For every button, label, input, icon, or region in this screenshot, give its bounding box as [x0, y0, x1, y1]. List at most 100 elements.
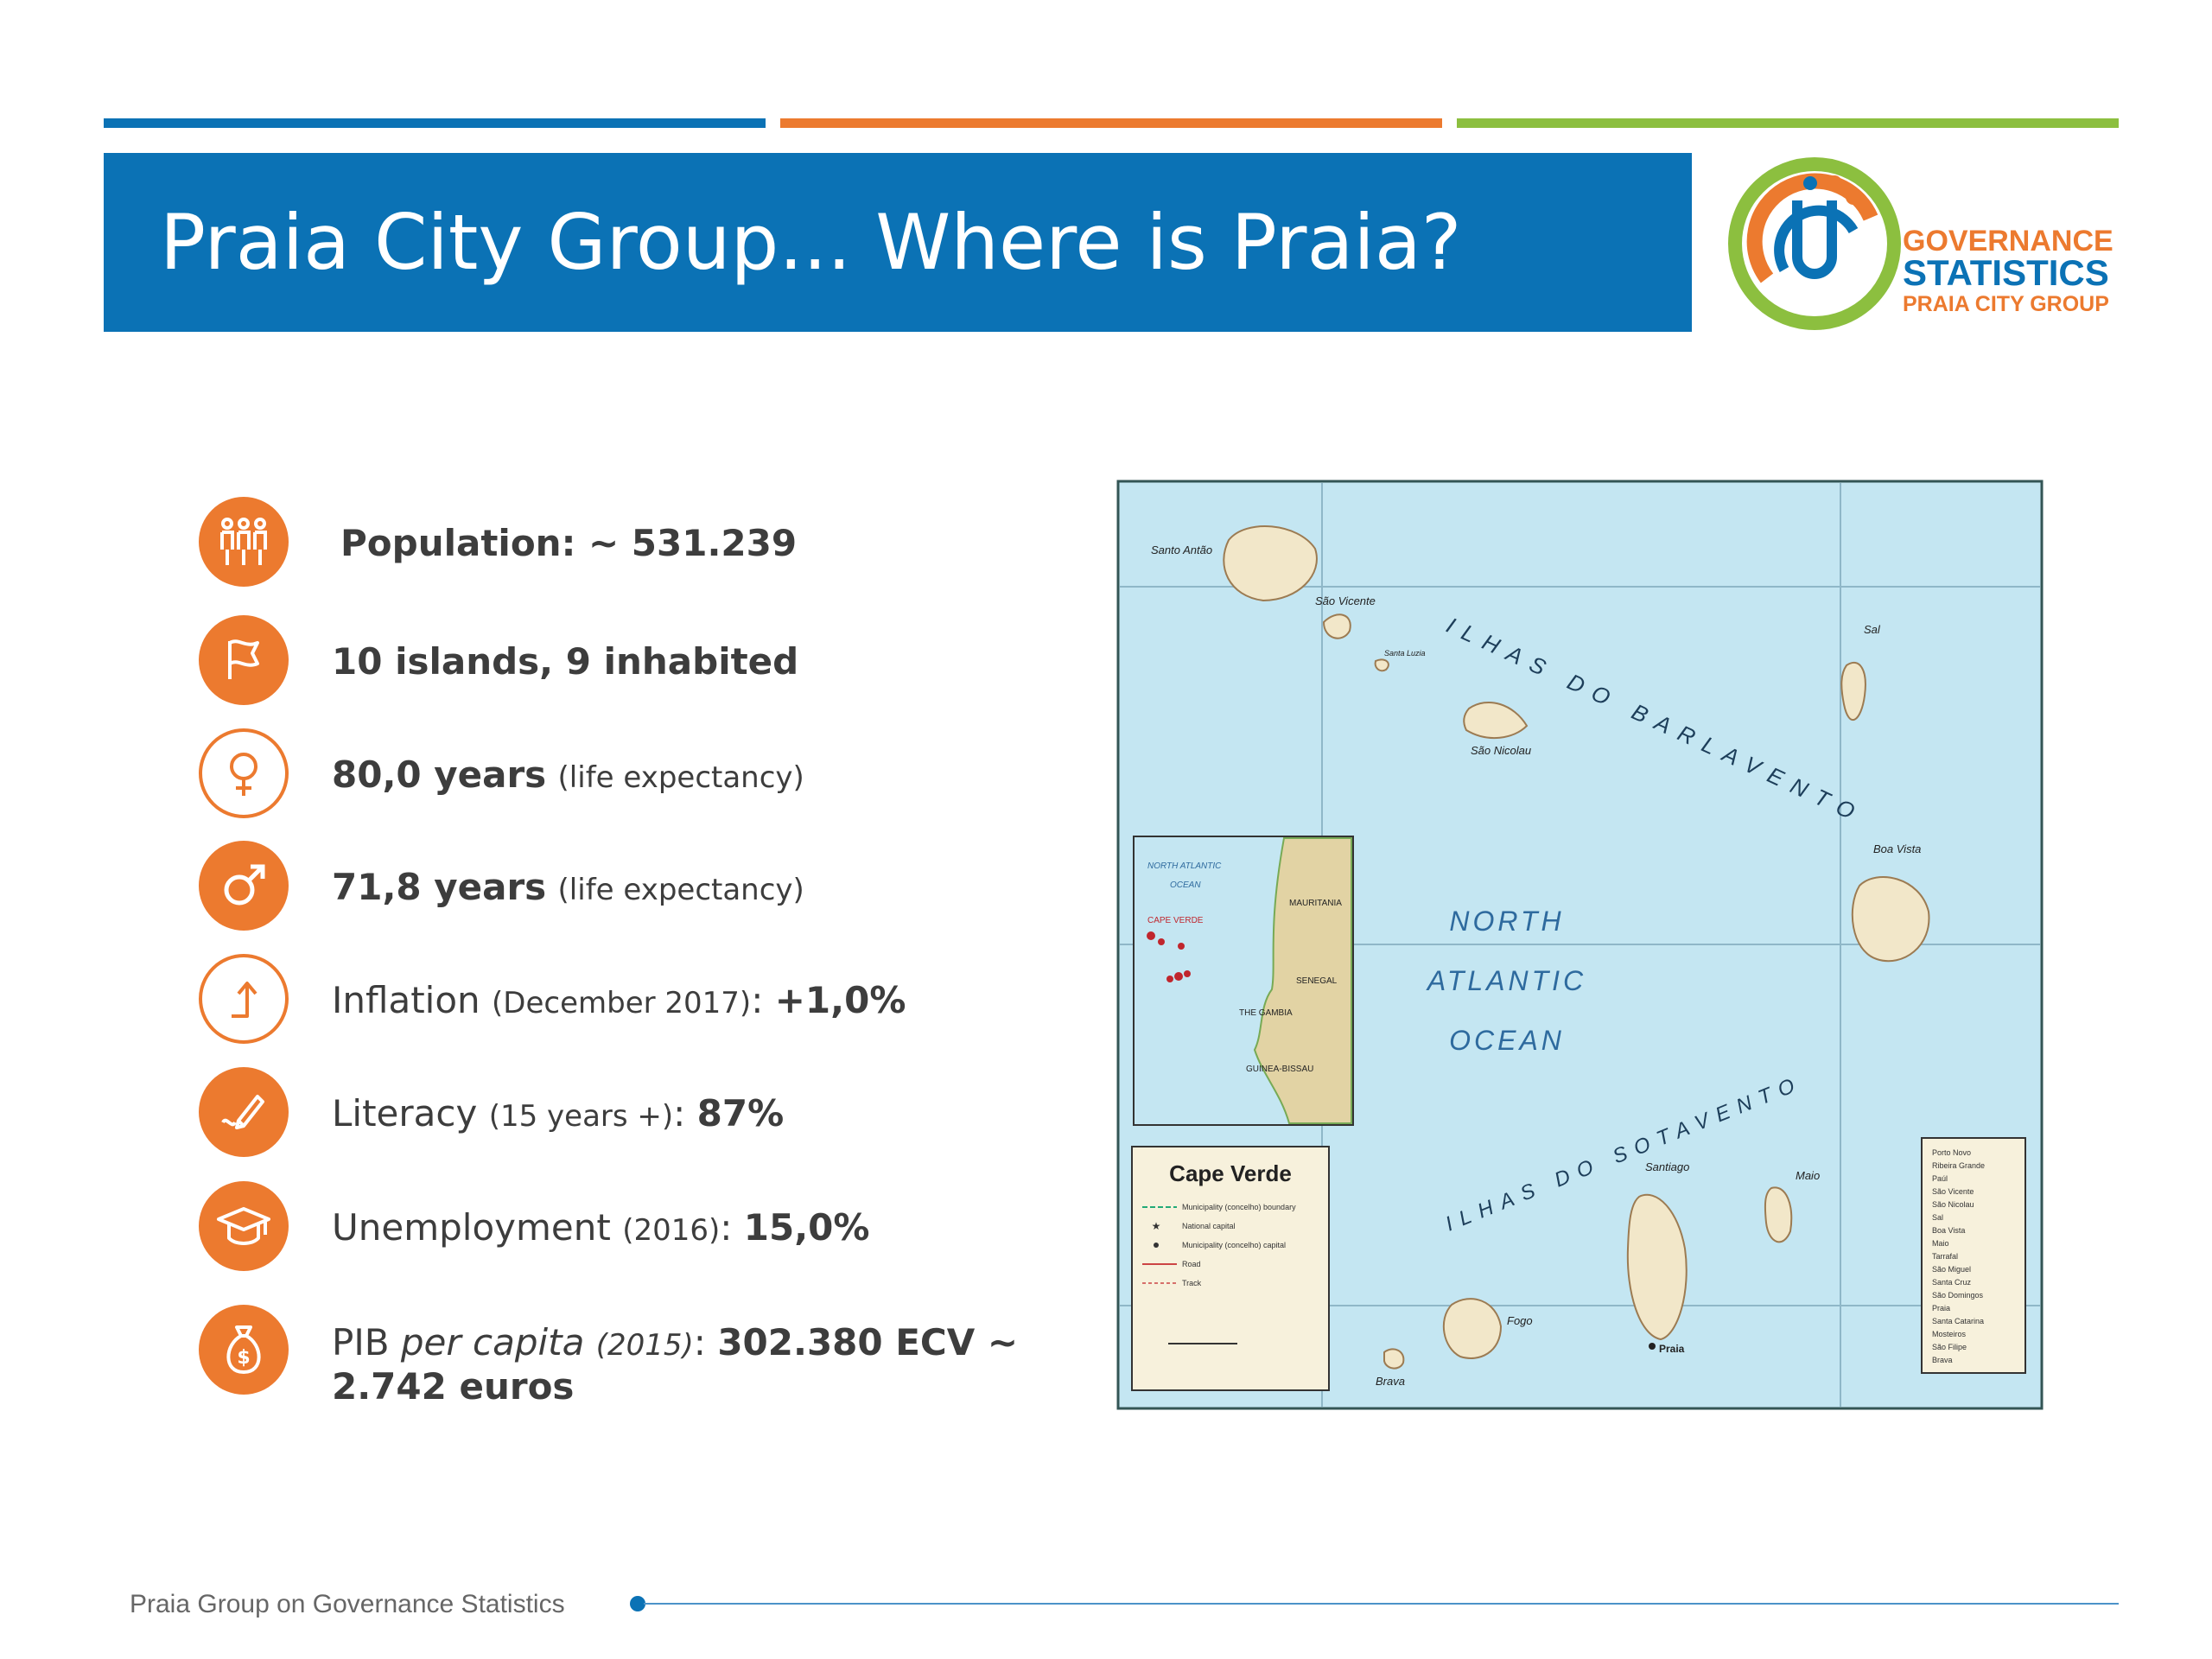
map-legend: Cape Verde Municipality (concelho) bound… [1131, 1146, 1330, 1391]
logo-line-3: PRAIA CITY GROUP [1903, 292, 2109, 316]
svg-text:$: $ [237, 1347, 250, 1369]
pen-icon [199, 1067, 289, 1157]
municipality-10: São Miguel [1932, 1265, 1971, 1274]
female-icon [199, 728, 289, 818]
stat-note: (December 2017) [492, 986, 752, 1020]
municipality-6: Sal [1932, 1213, 1943, 1222]
map-label-boa-vista: Boa Vista [1873, 842, 1921, 855]
footer-text: Praia Group on Governance Statistics [130, 1590, 565, 1618]
inset-country-mauritania: MAURITANIA [1289, 899, 1342, 908]
stat-value: 15,0% [743, 1206, 870, 1249]
stat-note: (life expectancy) [557, 760, 804, 795]
cape-verde-map: Santo Antão São Vicente Santa Luzia São … [1116, 480, 2044, 1410]
stat-text: Inflation (December 2017): +1,0% [332, 980, 906, 1024]
stat-value: 302.380 ECV ~ [717, 1321, 1019, 1363]
map-ocean-line-2: ATLANTIC [1426, 965, 1586, 996]
municipality-15: Mosteiros [1932, 1330, 1967, 1338]
map-label-santa-luzia: Santa Luzia [1384, 649, 1426, 658]
stat-text: Literacy (15 years +): 87% [332, 1093, 784, 1137]
flag-icon [199, 615, 289, 705]
island-boa-vista [1851, 876, 1930, 963]
stat-gdp-per-capita: $ PIB per capita (2015): 302.380 ECV ~ 2… [199, 1305, 1063, 1426]
stat-value: +1,0% [774, 979, 906, 1021]
stat-value: 10 islands, 9 inhabited [332, 640, 799, 683]
island-fogo [1443, 1298, 1503, 1359]
legend-title: Cape Verde [1169, 1160, 1292, 1186]
map-label-sao-nicolau: São Nicolau [1471, 744, 1531, 757]
island-santo-antao [1223, 525, 1318, 602]
top-accent-bar-orange [780, 118, 1442, 128]
map-label-maio: Maio [1796, 1169, 1820, 1182]
map-inset: NORTH ATLANTIC OCEAN MAURITANIA SENEGAL … [1133, 836, 1354, 1126]
municipality-1: Porto Novo [1932, 1148, 1971, 1157]
inset-country-guinea-bissau: GUINEA-BISSAU [1246, 1065, 1313, 1074]
stat-text: 80,0 years (life expectancy) [332, 754, 804, 798]
stat-text: 71,8 years (life expectancy) [332, 867, 804, 911]
title-banner: Praia City Group... Where is Praia? [104, 153, 1692, 332]
municipality-5: São Nicolau [1932, 1200, 1974, 1209]
stat-label: Literacy [332, 1092, 478, 1135]
inflation-arrow-icon [199, 954, 289, 1044]
legend-item-road: Road [1182, 1260, 1201, 1268]
municipality-list: Porto Novo Ribeira Grande Paúl São Vicen… [1921, 1137, 2026, 1374]
map-label-santiago: Santiago [1645, 1160, 1689, 1173]
map-label-brava: Brava [1376, 1375, 1405, 1388]
stat-note: (15 years +) [488, 1099, 674, 1134]
municipality-8: Maio [1932, 1239, 1949, 1248]
stat-value-2: 2.742 euros [332, 1365, 575, 1408]
map-label-sal: Sal [1864, 623, 1881, 636]
footer-line [644, 1603, 2119, 1605]
stat-separator: : [673, 1092, 686, 1135]
stat-note: (2016) [622, 1213, 721, 1248]
governance-statistics-logo: GOVERNANCE STATISTICS PRAIA CITY GROUP [1724, 149, 2121, 339]
municipality-4: São Vicente [1932, 1187, 1974, 1196]
stat-italic: per capita [400, 1321, 585, 1363]
map-label-santo-antao: Santo Antão [1151, 543, 1212, 556]
logo-mark-icon [1728, 157, 1901, 330]
stat-value: Population: ~ 531.239 [340, 522, 798, 564]
stat-text: Population: ~ 531.239 [340, 523, 797, 564]
logo-line-1: GOVERNANCE [1903, 225, 2113, 257]
stat-male-life-expectancy: 71,8 years (life expectancy) [199, 841, 1063, 936]
island-santiago [1626, 1193, 1688, 1341]
inset-country-senegal: SENEGAL [1296, 976, 1338, 986]
island-brava [1383, 1348, 1405, 1370]
stat-population: Population: ~ 531.239 [199, 497, 1063, 592]
legend-item-boundary: Municipality (concelho) boundary [1182, 1203, 1296, 1211]
stat-islands: 10 islands, 9 inhabited [199, 615, 1063, 710]
municipality-7: Boa Vista [1932, 1226, 1965, 1235]
stat-text: 10 islands, 9 inhabited [332, 641, 798, 683]
male-icon [199, 841, 289, 931]
map-label-sao-vicente: São Vicente [1315, 594, 1376, 607]
map-capital-praia: Praia [1659, 1343, 1685, 1355]
stat-label: Unemployment [332, 1206, 611, 1249]
municipality-13: Praia [1932, 1304, 1950, 1313]
stat-female-life-expectancy: 80,0 years (life expectancy) [199, 728, 1063, 823]
top-accent-bar-blue [104, 118, 766, 128]
stat-unemployment: Unemployment (2016): 15,0% [199, 1181, 1063, 1276]
stat-separator: : [693, 1321, 706, 1363]
island-maio [1764, 1186, 1793, 1243]
stat-text: Unemployment (2016): 15,0% [332, 1207, 870, 1251]
stat-value: 71,8 years [332, 866, 547, 908]
stat-literacy: Literacy (15 years +): 87% [199, 1067, 1063, 1162]
logo-line-2: STATISTICS [1903, 252, 2109, 293]
stat-separator: : [751, 979, 764, 1021]
footer-dot [630, 1596, 645, 1611]
municipality-3: Paúl [1932, 1174, 1948, 1183]
stat-value: 87% [696, 1092, 785, 1135]
municipality-16: São Filipe [1932, 1343, 1967, 1351]
stat-label: Inflation [332, 979, 480, 1021]
map-label-fogo: Fogo [1507, 1314, 1533, 1327]
municipality-14: Santa Catarina [1932, 1317, 1984, 1325]
stat-note: (life expectancy) [557, 873, 804, 907]
municipality-2: Ribeira Grande [1932, 1161, 1985, 1170]
municipality-17: Brava [1932, 1356, 1953, 1364]
municipality-12: São Domingos [1932, 1291, 1984, 1300]
map-ocean-line-3: OCEAN [1449, 1025, 1565, 1056]
legend-item-track: Track [1182, 1279, 1202, 1287]
money-bag-icon: $ [199, 1305, 289, 1395]
slide-title: Praia City Group... Where is Praia? [160, 198, 1462, 287]
inset-ocean-line-2: OCEAN [1170, 880, 1201, 890]
island-sal [1840, 661, 1866, 721]
